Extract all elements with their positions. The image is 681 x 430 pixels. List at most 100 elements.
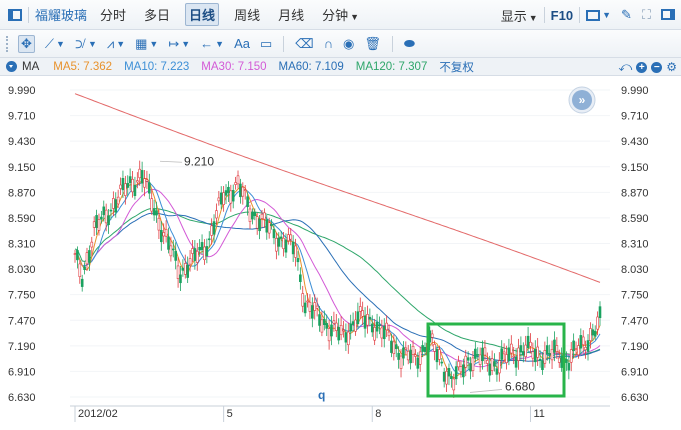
candle-body — [565, 359, 568, 363]
candle-body — [224, 190, 228, 196]
candle-body — [169, 245, 173, 257]
candle-body — [155, 210, 158, 216]
polyline-tool[interactable]: ⟉ ▼ — [75, 36, 97, 52]
candle-body — [210, 225, 213, 236]
expand-button[interactable]: » — [568, 86, 596, 114]
candle-body — [303, 302, 307, 314]
candle-body — [510, 343, 513, 354]
eraser-icon[interactable]: ⌫ — [295, 35, 314, 51]
candle-body — [404, 347, 408, 350]
candle-body — [387, 331, 391, 337]
eye-icon[interactable]: ◉ — [343, 35, 355, 51]
candle-body — [397, 352, 400, 360]
undo-icon[interactable]: ⤺ — [618, 59, 633, 74]
candle-body — [234, 182, 237, 185]
candle-body — [90, 241, 94, 248]
y-tick-left: 8.030 — [8, 264, 36, 276]
f10-button[interactable]: F10 — [550, 7, 574, 23]
x-tick-label: 5 — [227, 408, 233, 420]
pen-icon[interactable]: ✎ — [620, 7, 632, 22]
y-tick-right: 8.590 — [621, 213, 649, 225]
panel-toggle-icon[interactable] — [661, 8, 675, 23]
x-tick-label: 8 — [375, 408, 381, 420]
chevron-down-icon: ▼ — [602, 10, 611, 20]
crosshair-icon[interactable]: ✥ — [18, 34, 35, 53]
candle-body — [548, 353, 551, 356]
candle-body — [402, 347, 405, 359]
add-icon[interactable]: + — [636, 61, 648, 73]
ma-label[interactable]: MA — [22, 60, 40, 73]
trash-icon[interactable]: 🗑 — [364, 35, 381, 51]
layout-menu[interactable]: ▼ — [586, 9, 611, 21]
sidebar-toggle-icon[interactable] — [8, 8, 22, 21]
x-axis-labels: 2012/02 5 8 11 q — [74, 388, 545, 422]
tab-daily[interactable]: 日线 — [185, 3, 220, 26]
chevron-down-icon: ▼ — [350, 12, 360, 22]
candle-body — [171, 248, 175, 251]
candle-body — [569, 349, 573, 363]
gear-icon[interactable]: ⚙ — [666, 60, 677, 74]
magnet-icon[interactable]: ∩ — [323, 36, 334, 51]
candle-body — [119, 184, 122, 189]
candle-body — [519, 345, 523, 353]
candle-body — [311, 305, 314, 319]
y-tick-right: 8.870 — [621, 187, 649, 199]
candle-body — [435, 348, 439, 363]
adjust-toggle[interactable]: 不复权 — [439, 61, 474, 74]
tab-intraday[interactable]: 分时 — [100, 8, 127, 23]
text-tool[interactable]: Aa — [234, 36, 250, 51]
candle-body — [287, 234, 290, 242]
candle-body — [332, 320, 336, 324]
candle-body — [260, 213, 264, 219]
candle-body — [447, 367, 451, 377]
display-menu[interactable]: 显示 ▼ — [501, 6, 538, 25]
y-tick-left: 6.910 — [8, 366, 36, 378]
candle-body — [126, 182, 130, 188]
candle-body — [584, 346, 587, 350]
fibonacci-tool[interactable]: ▦ ▼ — [135, 36, 158, 52]
divider — [579, 7, 581, 23]
right-tools: 显示 ▼ F10 ▼ ✎ ⛶ — [491, 0, 675, 30]
candle-body — [215, 210, 218, 219]
chevron-down-icon: ▼ — [87, 38, 97, 49]
candle-body — [335, 322, 338, 331]
candle-body — [277, 237, 281, 247]
toolbar-grip[interactable] — [6, 35, 11, 52]
range-tool[interactable]: ↦ ▼ — [168, 36, 190, 52]
tab-weekly[interactable]: 周线 — [234, 8, 261, 23]
candle-body — [505, 354, 508, 363]
candle-body — [183, 263, 187, 275]
candle-body — [550, 348, 554, 361]
wave-tool[interactable]: ⩘ ▼ — [107, 36, 125, 52]
candle-body — [164, 229, 168, 237]
polyline-icon: ⟉ — [74, 35, 86, 51]
candle-body — [181, 267, 185, 271]
candle-body — [529, 341, 532, 347]
low-price-label: 6.680 — [505, 379, 535, 393]
candle-body — [83, 266, 86, 270]
tab-minute[interactable]: 分钟 ▼ — [319, 4, 362, 25]
candle-body — [327, 328, 331, 342]
candle-body — [92, 221, 96, 228]
ma-menu-icon[interactable] — [6, 61, 17, 72]
ma-long-line — [74, 93, 601, 283]
highlight-box — [426, 322, 566, 398]
remove-icon[interactable]: − — [651, 61, 663, 73]
kline-chart[interactable]: 9.990 9.990 9.710 9.710 9.430 9.430 9.150 9.150… — [0, 76, 681, 427]
chart-canvas[interactable]: 9.990 9.990 9.710 9.710 9.430 9.430 9.150 9.150… — [0, 76, 681, 427]
trend-line-tool[interactable]: ⟋ ▼ — [45, 36, 65, 52]
candle-body — [193, 248, 197, 261]
candle-body — [433, 344, 436, 352]
candle-body — [222, 192, 225, 205]
comment-icon[interactable]: ▭ — [260, 35, 273, 51]
ma60-line — [74, 212, 601, 362]
tab-multiday[interactable]: 多日 — [144, 8, 171, 23]
arrow-tool[interactable]: ← ▼ — [200, 36, 224, 51]
stock-name[interactable]: 福耀玻璃 — [35, 8, 88, 23]
candle-body — [579, 335, 583, 349]
candle-body — [97, 219, 101, 231]
candle-body — [358, 306, 362, 312]
tab-monthly[interactable]: 月线 — [278, 8, 305, 23]
link-icon[interactable]: ⬬ — [403, 35, 415, 51]
fullscreen-icon[interactable]: ⛶ — [641, 7, 651, 22]
